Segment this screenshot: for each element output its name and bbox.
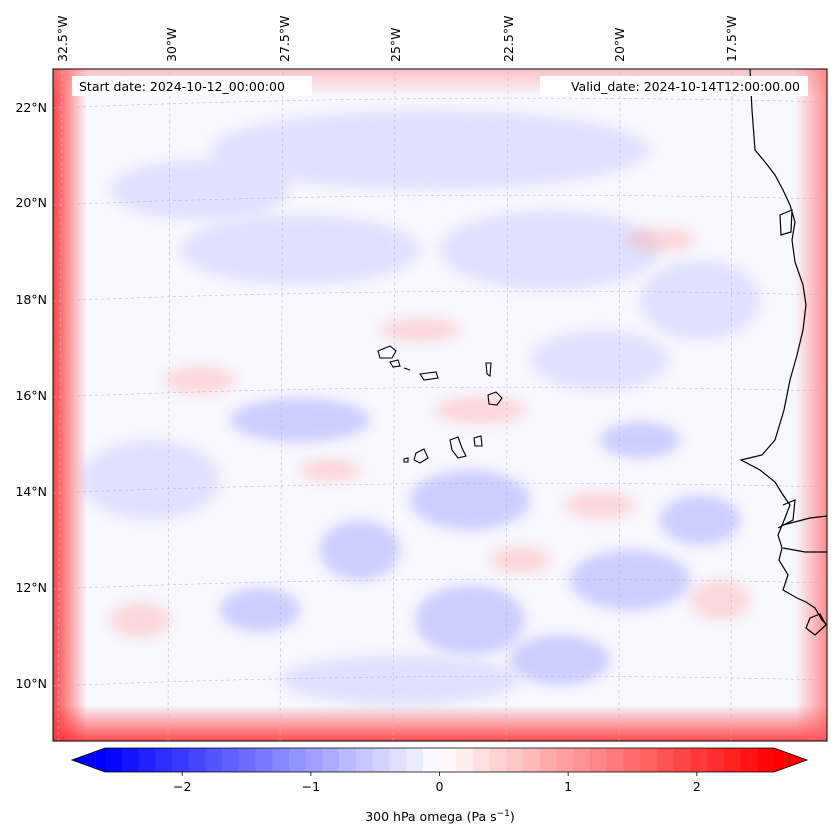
lat-label-10n: 10°N bbox=[15, 676, 47, 691]
colorbar-segment bbox=[255, 748, 273, 772]
colorbar-tick-label: 1 bbox=[564, 779, 572, 794]
colorbar-segment bbox=[523, 748, 541, 772]
colorbar-segment bbox=[489, 748, 507, 772]
colorbar-ticks: −2 −1 0 1 2 bbox=[173, 772, 701, 794]
lon-label-27-5w: 27.5°W bbox=[277, 16, 292, 62]
colorbar-segment bbox=[355, 748, 374, 772]
colorbar-segment bbox=[422, 748, 441, 772]
latitude-labels: 22°N 20°N 18°N 16°N 14°N 12°N 10°N bbox=[15, 100, 47, 691]
start-date-box bbox=[72, 76, 312, 96]
lat-label-14n: 14°N bbox=[15, 484, 47, 499]
colorbar-outline bbox=[70, 747, 809, 773]
colorbar-segment bbox=[305, 748, 324, 772]
colorbar-tick-label: −2 bbox=[173, 779, 191, 794]
colorbar-segment bbox=[556, 748, 574, 772]
colorbar-segment bbox=[406, 748, 424, 772]
colorbar-segment bbox=[456, 748, 474, 772]
colorbar-segment bbox=[757, 748, 775, 772]
lat-label-18n: 18°N bbox=[15, 292, 47, 307]
colorbar-segment bbox=[322, 748, 340, 772]
colorbar-segment bbox=[623, 748, 641, 772]
lat-label-20n: 20°N bbox=[15, 195, 47, 210]
coastline bbox=[739, 69, 827, 636]
lon-label-32-5w: 32.5°W bbox=[55, 16, 70, 62]
colorbar-label-exponent: −1 bbox=[497, 809, 510, 819]
colorbar-segment bbox=[723, 748, 742, 772]
colorbar-segment bbox=[539, 748, 558, 772]
colorbar-segment bbox=[590, 748, 608, 772]
omega-field bbox=[53, 69, 827, 741]
colorbar-segment bbox=[690, 748, 708, 772]
map-frame bbox=[52, 68, 828, 742]
colorbar-segment bbox=[105, 748, 123, 772]
valid-date-box bbox=[540, 76, 808, 96]
colorbar-segment bbox=[205, 748, 223, 772]
colorbar-segment bbox=[222, 748, 240, 772]
colorbar-segment bbox=[272, 748, 290, 772]
lon-label-30w: 30°W bbox=[164, 27, 179, 62]
colorbar-segment bbox=[472, 748, 491, 772]
colorbar-segment bbox=[155, 748, 173, 772]
cape-verde-islands bbox=[377, 345, 503, 464]
colorbar-segment bbox=[121, 748, 140, 772]
colorbar bbox=[70, 747, 809, 773]
colorbar-segment bbox=[389, 748, 407, 772]
colorbar-segment bbox=[573, 748, 591, 772]
colorbar-segment bbox=[640, 748, 658, 772]
colorbar-segment bbox=[439, 748, 457, 772]
lon-label-20w: 20°W bbox=[612, 27, 627, 62]
colorbar-segment bbox=[339, 748, 357, 772]
lat-label-16n: 16°N bbox=[15, 388, 47, 403]
colorbar-segment bbox=[288, 748, 307, 772]
colorbar-segment bbox=[171, 748, 190, 772]
colorbar-segment bbox=[707, 748, 725, 772]
colorbar-extend-min bbox=[72, 748, 105, 772]
colorbar-tick-label: 0 bbox=[436, 779, 444, 794]
colorbar-segment bbox=[188, 748, 206, 772]
colorbar-segment bbox=[673, 748, 691, 772]
lat-label-12n: 12°N bbox=[15, 580, 47, 595]
start-date-label: Start date: 2024-10-12_00:00:00 bbox=[79, 79, 285, 94]
colorbar-segment bbox=[740, 748, 758, 772]
lon-label-22-5w: 22.5°W bbox=[501, 16, 516, 62]
longitude-labels: 32.5°W 30°W 27.5°W 25°W 22.5°W 20°W 17.5… bbox=[55, 16, 739, 62]
colorbar-segment bbox=[656, 748, 675, 772]
gridlines bbox=[53, 69, 827, 741]
colorbar-label-main: 300 hPa omega (Pa s bbox=[365, 809, 496, 824]
colorbar-segment bbox=[606, 748, 625, 772]
colorbar-extend-max bbox=[774, 748, 807, 772]
lon-label-17-5w: 17.5°W bbox=[724, 16, 739, 62]
valid-date-label: Valid_date: 2024-10-14T12:00:00.00 bbox=[571, 79, 800, 94]
colorbar-segment bbox=[238, 748, 257, 772]
colorbar-tick-label: 2 bbox=[693, 779, 701, 794]
lat-label-22n: 22°N bbox=[15, 100, 47, 115]
colorbar-label-close: ) bbox=[510, 809, 515, 824]
lon-label-25w: 25°W bbox=[388, 27, 403, 62]
colorbar-segment bbox=[372, 748, 390, 772]
colorbar-label: 300 hPa omega (Pa s−1) bbox=[365, 809, 515, 824]
colorbar-segment bbox=[138, 748, 156, 772]
colorbar-tick-label: −1 bbox=[302, 779, 320, 794]
colorbar-segment bbox=[506, 748, 524, 772]
